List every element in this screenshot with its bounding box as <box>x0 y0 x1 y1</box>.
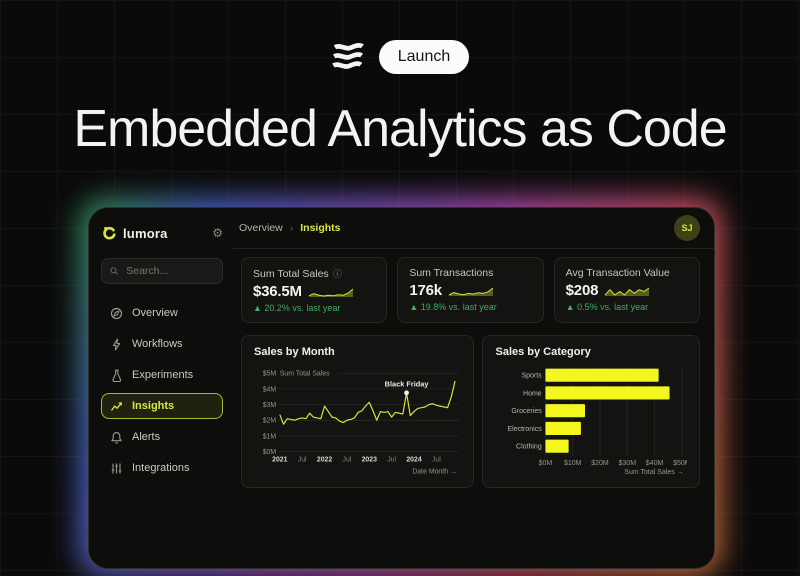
sales-by-category-card: Sales by Category $0M $10M $20M $30M $40M $50… <box>482 335 700 488</box>
svg-text:Sum Total Sales →: Sum Total Sales → <box>625 469 684 476</box>
search-icon <box>110 267 118 275</box>
hero-top: Launch <box>0 40 800 74</box>
svg-text:$40M: $40M <box>646 460 664 467</box>
lightning-icon <box>110 337 123 351</box>
lumora-logo-icon <box>103 226 116 240</box>
svg-text:$30M: $30M <box>619 460 637 467</box>
sales-by-category-chart: $0M $10M $20M $30M $40M $50M Sports Home Groceri… <box>508 366 687 476</box>
svg-text:2024: 2024 <box>406 457 422 464</box>
kpi-card-sum-transactions: Sum Transactions 176k ▲ 19.8% vs. last y… <box>397 257 544 323</box>
breadcrumb-overview[interactable]: Overview <box>239 222 283 234</box>
kpi-row: Sum Total Sales ⓘ $36.5M ▲ 20.2% vs. las… <box>241 257 700 323</box>
svg-text:$1M: $1M <box>263 433 277 440</box>
svg-text:$3M: $3M <box>263 402 277 409</box>
chevron-right-icon: › <box>289 222 294 234</box>
svg-text:Jul: Jul <box>343 457 352 464</box>
main-content: Sum Total Sales ⓘ $36.5M ▲ 20.2% vs. las… <box>233 249 714 488</box>
svg-text:Sports: Sports <box>522 373 543 380</box>
sidebar-item-workflows[interactable]: Workflows <box>101 331 223 357</box>
kpi-delta: ▲ 0.5% vs. last year <box>565 302 649 312</box>
kpi-sparkline <box>448 287 494 296</box>
svg-text:Jul: Jul <box>432 457 441 464</box>
svg-text:$20M: $20M <box>592 460 610 467</box>
main-area: Overview › Insights SJ Sum Total Sales ⓘ <box>233 208 714 568</box>
svg-text:Date Month →: Date Month → <box>412 469 457 476</box>
chart-line-icon <box>110 400 123 413</box>
kpi-value: 176k <box>409 282 442 299</box>
kpi-value: $36.5M <box>253 283 302 300</box>
charts-row: Sales by Month $0M $1M $2M $3M $4M $5M Sum Tot… <box>241 335 700 488</box>
info-icon[interactable]: ⓘ <box>332 269 342 279</box>
launch-button[interactable]: Launch <box>378 40 470 74</box>
search-box[interactable] <box>101 258 223 284</box>
svg-text:Groceries: Groceries <box>512 408 543 415</box>
sidebar-item-label: Alerts <box>132 431 161 443</box>
flask-icon <box>110 369 123 382</box>
kpi-delta: ▲ 19.8% vs. last year <box>409 302 497 312</box>
sidebar-item-label: Integrations <box>132 462 190 474</box>
sales-by-month-card: Sales by Month $0M $1M $2M $3M $4M $5M Sum Tot… <box>241 335 475 488</box>
sidebar-item-label: Workflows <box>132 338 183 350</box>
chart-title: Sales by Month <box>254 346 335 358</box>
dashboard-glow-frame: lumora ⚙ Overview <box>88 207 715 569</box>
kpi-card-sum-total-sales: Sum Total Sales ⓘ $36.5M ▲ 20.2% vs. las… <box>241 257 388 323</box>
kpi-sparkline <box>604 287 650 296</box>
kpi-sparkline <box>308 288 354 297</box>
chart-title: Sales by Category <box>495 346 591 358</box>
sidebar-item-label: Experiments <box>132 369 194 381</box>
sidebar-item-experiments[interactable]: Experiments <box>101 362 223 388</box>
kpi-label: Sum Total Sales <box>253 267 329 280</box>
sidebar-item-alerts[interactable]: Alerts <box>101 424 223 450</box>
sales-by-month-chart: $0M $1M $2M $3M $4M $5M Sum Total Sales Black F… <box>263 371 459 476</box>
breadcrumb-insights[interactable]: Insights <box>300 222 341 234</box>
kpi-label: Avg Transaction Value <box>565 267 670 279</box>
kpi-label: Sum Transactions <box>409 267 494 279</box>
sidebar-item-insights[interactable]: Insights <box>101 393 223 419</box>
page-title: Embedded Analytics as Code <box>73 100 727 158</box>
sidebar-item-label: Overview <box>132 307 178 319</box>
sidebar-item-label: Insights <box>132 400 175 412</box>
breadcrumb: Overview › Insights <box>239 222 341 234</box>
sidebar-item-integrations[interactable]: Integrations <box>101 455 223 481</box>
sliders-icon <box>110 462 123 475</box>
svg-text:Jul: Jul <box>298 457 307 464</box>
svg-text:$50M: $50M <box>674 460 687 467</box>
svg-text:Sum Total Sales: Sum Total Sales <box>280 371 330 378</box>
sidebar: lumora ⚙ Overview <box>89 208 233 568</box>
svg-text:Electronics: Electronics <box>508 426 543 433</box>
svg-text:Home: Home <box>524 390 543 397</box>
wave-logo-icon <box>331 42 364 69</box>
kpi-value: $208 <box>565 282 599 299</box>
svg-text:Clothing: Clothing <box>517 444 543 451</box>
svg-text:$0M: $0M <box>263 449 277 456</box>
sidebar-nav: Overview Workflows Experiments <box>101 300 223 481</box>
bell-icon <box>110 431 123 444</box>
svg-text:Black Friday: Black Friday <box>385 379 430 388</box>
dashboard-window: lumora ⚙ Overview <box>88 207 715 569</box>
svg-text:Jul: Jul <box>387 457 396 464</box>
brand-name: lumora <box>123 225 168 241</box>
kpi-card-avg-transaction-value: Avg Transaction Value $208 ▲ 0.5% vs. la… <box>553 257 700 323</box>
brand-row: lumora ⚙ <box>101 221 223 245</box>
svg-text:$4M: $4M <box>263 386 277 393</box>
compass-icon <box>110 307 123 320</box>
kpi-delta: ▲ 20.2% vs. last year <box>253 303 341 313</box>
svg-text:$0M: $0M <box>539 460 553 467</box>
svg-text:$5M: $5M <box>263 371 277 378</box>
svg-text:2023: 2023 <box>362 457 378 464</box>
search-input[interactable] <box>124 264 214 278</box>
avatar[interactable]: SJ <box>674 215 700 241</box>
gear-icon[interactable]: ⚙ <box>212 226 223 240</box>
topbar: Overview › Insights SJ <box>233 208 714 249</box>
svg-text:2021: 2021 <box>272 457 288 464</box>
sidebar-item-overview[interactable]: Overview <box>101 300 223 326</box>
svg-text:$2M: $2M <box>263 418 277 425</box>
svg-text:2022: 2022 <box>317 457 333 464</box>
svg-text:$10M: $10M <box>564 460 582 467</box>
